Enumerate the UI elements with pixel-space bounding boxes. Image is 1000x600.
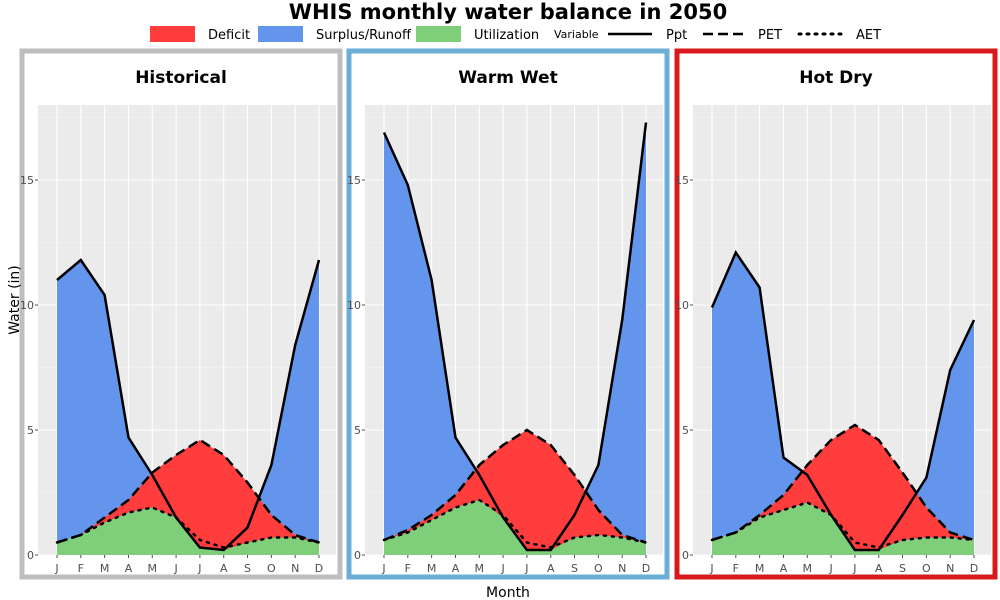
x-tick-label: J (524, 562, 528, 575)
ppt-line-historical (56, 258, 321, 552)
y-tick-label: 5 (354, 424, 361, 437)
legend-label-surplus: Surplus/Runoff (316, 28, 412, 43)
legend-variable-title: Variable (554, 28, 599, 41)
x-tick-label: J (828, 562, 832, 575)
y-tick-label: 0 (27, 549, 34, 562)
x-axis-label: Month (486, 585, 530, 600)
x-tick-label: S (244, 562, 251, 575)
x-tick-label: A (547, 562, 555, 575)
legend-label-utilization: Utilization (474, 28, 539, 43)
x-tick-label: S (899, 562, 906, 575)
ppt-line-hot-dry (710, 249, 976, 552)
x-tick-label: J (197, 562, 201, 575)
chart-title: WHIS monthly water balance in 2050 (289, 0, 727, 24)
x-tick-label: O (267, 562, 276, 575)
x-tick-label: J (381, 562, 385, 575)
x-tick-label: J (173, 562, 177, 575)
deficit-area-historical (57, 440, 319, 550)
pet-line-hot-dry (711, 423, 975, 542)
panel-title-warm-wet: Warm Wet (458, 68, 557, 88)
x-tick-label: O (922, 562, 931, 575)
utilization-area-warm-wet (384, 500, 646, 555)
panel-historical: Historical 0 5 10 15 J F M A M J J A S O N D (19, 48, 343, 580)
ppt-line-warm-wet (382, 122, 648, 552)
x-tick-label: J (54, 562, 58, 575)
y-tick-label: 15 (675, 174, 689, 187)
y-tick-label: 10 (675, 299, 689, 312)
y-axis-label: Water (in) (7, 265, 23, 335)
x-tick-label: N (946, 562, 954, 575)
surplus-area-historical (57, 260, 319, 548)
y-tick-label: 10 (347, 299, 361, 312)
x-tick-label: A (875, 562, 883, 575)
x-tick-label: M (148, 562, 158, 575)
aet-line-hot-dry (710, 501, 976, 549)
x-tick-label: M (100, 562, 110, 575)
aet-line-warm-wet (382, 498, 648, 549)
x-tick-label: F (405, 562, 411, 575)
x-tick-label: F (733, 562, 739, 575)
legend-swatch-surplus (258, 26, 303, 42)
x-tick-label: D (315, 562, 323, 575)
y-tick-label: 0 (354, 549, 361, 562)
y-tick-label: 0 (682, 549, 689, 562)
y-tick-label: 15 (347, 174, 361, 187)
chart-panels: Historical 0 5 10 15 J F M A M J J A S O N D Warm Wet 0 5 10… (19, 48, 998, 580)
x-tick-label: D (642, 562, 650, 575)
y-tick-label: 5 (27, 424, 34, 437)
panel-hot-dry: Hot Dry 0 5 10 15 J F M A M J J A S O N D (674, 48, 998, 580)
x-tick-label: D (970, 562, 978, 575)
x-tick-label: M (755, 562, 765, 575)
panel-title-hot-dry: Hot Dry (799, 68, 873, 88)
surplus-area-warm-wet (384, 122, 646, 548)
legend: Deficit Surplus/Runoff Utilization Varia… (150, 26, 881, 43)
pet-line-historical (56, 438, 320, 544)
surplus-area-hot-dry (712, 252, 974, 548)
aet-line-historical (55, 506, 321, 549)
x-tick-label: J (500, 562, 504, 575)
x-tick-label: F (78, 562, 84, 575)
legend-label-ppt: Ppt (666, 28, 687, 43)
y-tick-label: 15 (20, 174, 34, 187)
x-tick-label: O (594, 562, 603, 575)
y-tick-label: 5 (682, 424, 689, 437)
deficit-area-hot-dry (712, 425, 974, 550)
x-tick-label: A (452, 562, 460, 575)
x-tick-label: J (852, 562, 856, 575)
x-tick-label: A (780, 562, 788, 575)
x-tick-label: N (291, 562, 299, 575)
deficit-area-warm-wet (384, 430, 646, 550)
x-tick-label: A (220, 562, 228, 575)
x-tick-label: J (709, 562, 713, 575)
x-tick-label: A (125, 562, 133, 575)
panel-warm-wet: Warm Wet 0 5 10 15 J F M A M J J A S O N D (346, 48, 670, 580)
legend-swatch-utilization (416, 26, 461, 42)
x-tick-label: M (803, 562, 813, 575)
legend-swatch-deficit (150, 26, 195, 42)
panel-title-historical: Historical (135, 68, 227, 88)
legend-label-deficit: Deficit (208, 28, 250, 43)
x-tick-label: N (618, 562, 626, 575)
x-tick-label: S (571, 562, 578, 575)
x-tick-label: M (475, 562, 485, 575)
y-tick-label: 10 (20, 299, 34, 312)
legend-label-aet: AET (856, 28, 881, 43)
legend-label-pet: PET (758, 28, 782, 43)
x-tick-label: M (427, 562, 437, 575)
pet-line-warm-wet (383, 428, 647, 544)
